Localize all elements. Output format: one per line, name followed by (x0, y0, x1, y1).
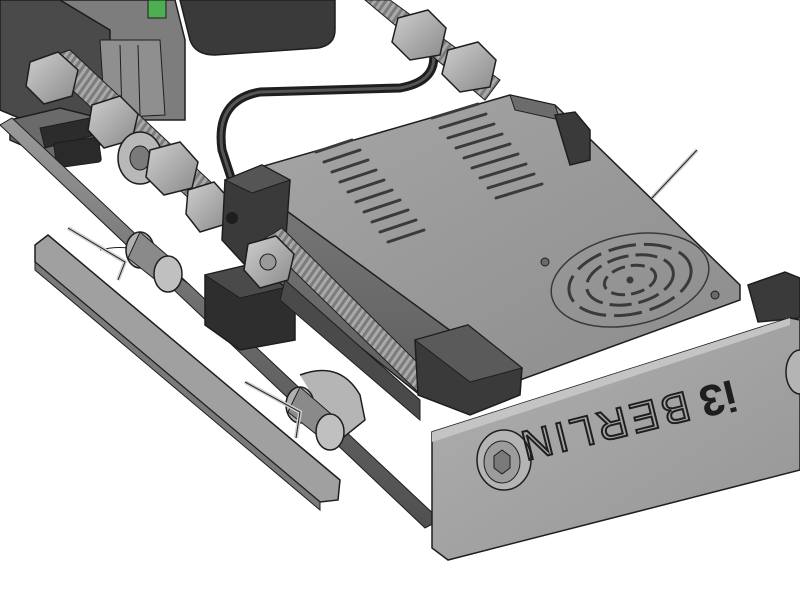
corner-clamp-top-right (554, 111, 591, 166)
cable-tie-2 (244, 380, 303, 439)
hex-nut-left-3 (145, 141, 199, 196)
corner-clamp-right (747, 271, 800, 323)
hex-nut-upper (391, 9, 497, 93)
cable-tie-psu (650, 148, 699, 200)
plate-screw-head-right (785, 349, 800, 395)
plate-screw-head (476, 429, 532, 491)
power-supply-unit (229, 94, 741, 396)
linear-bearing-1 (125, 231, 183, 293)
linear-bearing-2 (285, 386, 345, 451)
mounting-arm (34, 234, 366, 512)
psu-vents-left (314, 138, 426, 244)
motor-housing-top (179, 0, 336, 56)
hex-nut-front (243, 235, 295, 289)
hex-nut-left-1 (25, 51, 79, 105)
corner-clamp-bottom (413, 324, 524, 416)
psu-vents-right (430, 102, 544, 200)
threaded-rod-front (261, 227, 436, 422)
cable-tie-1 (66, 226, 128, 281)
front-plate (431, 317, 800, 561)
psu-fan-grille (540, 232, 720, 328)
